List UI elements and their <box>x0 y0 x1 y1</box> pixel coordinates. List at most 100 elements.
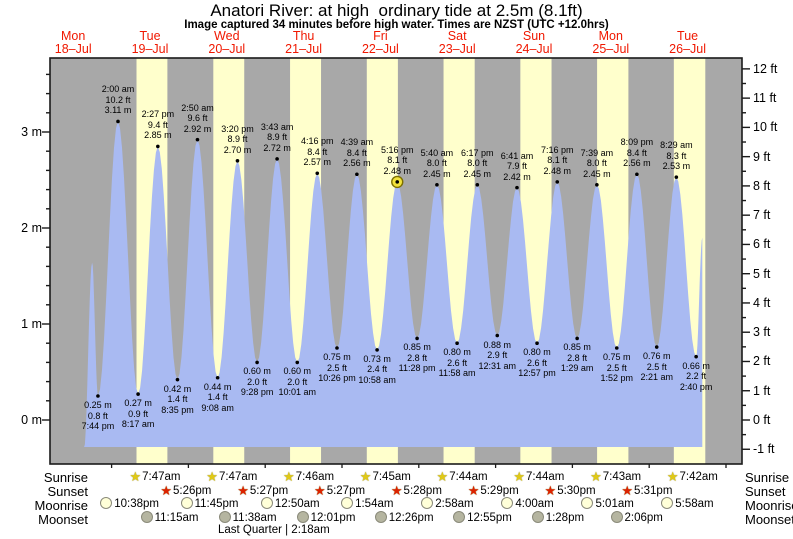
moonrise-event: 11:45pm <box>180 497 239 510</box>
sunset-time: 5:27pm <box>326 485 366 497</box>
sunrise-star-icon: ★ <box>436 469 449 484</box>
y-right-tick-label: 9 ft <box>753 149 771 164</box>
y-left-tick-label: 3 m <box>21 125 42 139</box>
sunset-time: 5:28pm <box>403 485 442 497</box>
y-right-tick-label: 3 ft <box>753 325 771 340</box>
moonset-icon <box>374 511 387 523</box>
moonrise-time: 5:01am <box>595 498 634 510</box>
sunrise-event: ★7:44am <box>437 469 488 485</box>
sunrise-event: ★7:45am <box>360 469 411 485</box>
moonset-time: 1:28pm <box>545 512 585 524</box>
tide-point-dot <box>614 346 619 350</box>
sunrise-time: 7:47am <box>218 471 258 483</box>
sunrise-time: 7:43am <box>602 471 642 483</box>
tide-curve-area <box>84 121 703 448</box>
moonrise-icon <box>100 497 113 509</box>
day-label: Sun 24–Jul <box>515 29 553 56</box>
y-left-tick-label: 1 m <box>21 317 42 331</box>
low-tide-annotation: 0.76 m 2.5 ft 2:21 am <box>640 351 673 383</box>
y-left-tick-label: 2 m <box>21 221 42 235</box>
high-tide-annotation: 5:40 am 8.0 ft 2.45 m <box>420 147 454 179</box>
low-tide-annotation: 0.60 m 2.0 ft 9:28 pm <box>240 366 274 398</box>
low-tide-annotation: 0.42 m 1.4 ft 8:35 pm <box>161 383 194 415</box>
day-label: Mon 18–Jul <box>54 29 92 56</box>
low-tide-annotation: 0.75 m 2.5 ft 10:26 pm <box>318 352 356 383</box>
low-tide-annotation: 0.80 m 2.6 ft 11:58 am <box>438 347 476 379</box>
sunset-star-icon: ★ <box>621 483 634 498</box>
tide-point-dot <box>674 175 679 179</box>
sunset-time: 5:26pm <box>173 485 212 497</box>
moonset-label-left: Moonset <box>38 512 88 527</box>
high-tide-annotation: 8:29 am 8.3 ft 2.53 m <box>660 140 693 172</box>
sunrise-time: 7:46am <box>295 471 335 483</box>
low-tide-annotation: 0.25 m 0.8 ft 7:44 pm <box>81 400 115 431</box>
tide-point-dot <box>555 180 560 184</box>
tide-point-dot <box>654 345 659 349</box>
sunset-star-icon: ★ <box>390 483 403 498</box>
y-right-tick-label: 10 ft <box>753 120 778 135</box>
moonset-time: 12:01pm <box>310 512 356 524</box>
high-tide-annotation: 5:16 pm 8.1 ft 2.48 m <box>380 144 414 176</box>
low-tide-annotation: 0.60 m 2.0 ft 10:01 am <box>278 366 317 398</box>
tide-point-dot <box>355 172 359 177</box>
tide-point-dot <box>255 360 259 365</box>
tide-point-dot <box>694 354 698 359</box>
sunset-event: ★5:31pm <box>621 483 672 499</box>
sunset-star-icon: ★ <box>160 483 173 498</box>
moonrise-event: 1:54am <box>341 497 393 510</box>
tide-point-dot <box>395 180 400 184</box>
moonset-time: 2:06pm <box>624 512 663 524</box>
tide-point-dot <box>375 348 379 352</box>
y-right-tick-label: 6 ft <box>753 237 771 252</box>
sunrise-star-icon: ★ <box>513 469 525 484</box>
day-label: Tue 26–Jul <box>669 29 707 56</box>
day-label: Sat 23–Jul <box>438 29 476 56</box>
sunrise-event: ★7:42am <box>667 469 718 485</box>
day-label: Wed 20–Jul <box>208 29 246 56</box>
sunset-event: ★5:27pm <box>237 483 288 499</box>
tide-point-dot <box>136 392 140 396</box>
moonrise-event: 4:00am <box>501 497 554 510</box>
sunrise-time: 7:47am <box>142 471 181 483</box>
high-tide-annotation: 2:00 am 10.2 ft 3.11 m <box>101 84 135 116</box>
sunrise-star-icon: ★ <box>666 469 679 484</box>
moonrise-event: 5:01am <box>581 497 634 510</box>
sunset-label-right: Sunset <box>745 484 786 499</box>
tide-point-dot <box>515 185 519 190</box>
y-right-tick-label: 1 ft <box>753 383 771 398</box>
moonset-time: 12:26pm <box>388 512 434 524</box>
moonrise-icon <box>661 497 674 509</box>
tide-point-dot <box>435 183 439 187</box>
moonrise-icon <box>180 497 193 509</box>
y-right-tick-label: 2 ft <box>753 354 771 369</box>
chart-subtitle: Image captured 34 minutes before high wa… <box>184 19 609 31</box>
sunrise-time: 7:44am <box>526 471 565 483</box>
sunset-label-left: Sunset <box>47 484 88 499</box>
y-right-tick-label: 0 ft <box>753 413 771 427</box>
day-label: Tue 19–Jul <box>131 29 169 56</box>
sunrise-star-icon: ★ <box>129 469 142 484</box>
sunrise-label-left: Sunrise <box>43 470 88 485</box>
low-tide-annotation: 0.66 m 2.2 ft 2:40 pm <box>679 360 713 392</box>
sunset-time: 5:31pm <box>634 485 673 497</box>
tide-point-dot <box>275 157 279 161</box>
moonset-icon <box>296 511 309 523</box>
moonrise-icon <box>581 497 594 509</box>
sunset-event: ★5:29pm <box>468 483 519 499</box>
sunrise-event: ★7:46am <box>283 469 334 485</box>
sunrise-star-icon: ★ <box>283 469 295 484</box>
tide-point-dot <box>595 183 599 187</box>
sunset-time: 5:30pm <box>557 485 596 497</box>
tide-point-dot <box>175 377 180 382</box>
high-tide-annotation: 4:16 pm 8.4 ft 2.57 m <box>300 136 334 168</box>
high-tide-annotation: 2:27 pm 9.4 ft 2.85 m <box>141 109 175 141</box>
tide-point-dot <box>575 336 579 341</box>
y-right-tick-label: 8 ft <box>753 178 771 193</box>
sunset-star-icon: ★ <box>237 483 249 498</box>
moonset-time: 12:55pm <box>467 512 512 524</box>
high-tide-annotation: 2:50 am 9.6 ft 2.92 m <box>181 102 214 134</box>
moonrise-event: 12:50am <box>260 497 320 510</box>
moonset-event: 12:01pm <box>296 511 356 524</box>
moonset-time: 11:15am <box>154 512 199 524</box>
sunset-star-icon: ★ <box>314 483 326 498</box>
